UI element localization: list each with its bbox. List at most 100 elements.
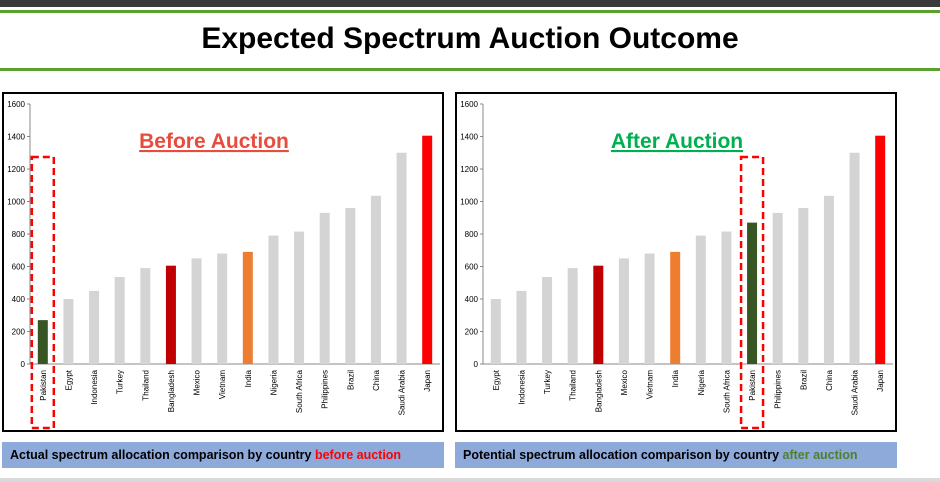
x-tick-label: Brazil <box>799 370 808 390</box>
before-chart: 0 200 400 600 800 1000 1200 1400 1600 Pakistan Egy… <box>7 100 440 430</box>
x-tick-label: Saudi Arabia <box>398 369 407 415</box>
before-caption-highlight: before auction <box>314 448 402 462</box>
bar-saudi-arabia <box>849 152 860 364</box>
bar-turkey <box>114 277 125 364</box>
top-green-rule <box>0 10 940 13</box>
x-tick-label: Indonesia <box>517 369 526 404</box>
bar-vietnam <box>217 253 228 364</box>
y-tick-label: 1600 <box>460 100 478 109</box>
x-tick-label: Philippines <box>774 370 783 409</box>
before-caption: Actual spectrum allocation comparison by… <box>2 442 444 468</box>
x-tick-label: South Africa <box>722 369 731 413</box>
x-tick-label: Nigeria <box>269 369 278 395</box>
y-tick-label: 800 <box>465 230 479 239</box>
x-tick-label: Turkey <box>116 370 125 394</box>
x-tick-label: Brazil <box>346 370 355 390</box>
y-tick-label: 400 <box>12 295 26 304</box>
after-chart: 0 200 400 600 800 1000 1200 1400 1600 Egypt Indone… <box>460 100 893 430</box>
after-chart-panel: 0 200 400 600 800 1000 1200 1400 1600 Egypt Indone… <box>455 92 897 432</box>
x-tick-label: Japan <box>876 370 885 392</box>
before-caption-text: Actual spectrum allocation comparison by… <box>10 448 315 462</box>
x-tick-label: China <box>372 369 381 390</box>
bar-japan <box>422 135 433 364</box>
y-tick-label: 800 <box>12 230 26 239</box>
y-tick-label: 1200 <box>7 165 25 174</box>
y-tick-label: 200 <box>12 328 26 337</box>
bar-nigeria <box>268 235 279 364</box>
y-tick-label: 600 <box>12 263 26 272</box>
x-tick-label: India <box>671 369 680 387</box>
bar-mexico <box>618 258 629 364</box>
y-tick-label: 400 <box>465 295 479 304</box>
bar-bangladesh <box>593 265 604 364</box>
x-tick-label: Pakistan <box>748 370 757 401</box>
bar-indonesia <box>516 290 527 364</box>
x-tick-label: South Africa <box>295 369 304 413</box>
bar-japan <box>875 135 886 364</box>
y-tick-label: 1600 <box>7 100 25 109</box>
after-caption-highlight: after auction <box>782 448 858 462</box>
y-tick-label: 0 <box>21 360 26 369</box>
bar-vietnam <box>644 253 655 364</box>
highlight-box <box>739 155 765 430</box>
x-tick-label: Saudi Arabia <box>851 369 860 415</box>
after-caption: Potential spectrum allocation comparison… <box>455 442 897 468</box>
page-title: Expected Spectrum Auction Outcome <box>201 22 739 55</box>
chart-title: Before Auction <box>139 130 289 153</box>
bar-india <box>242 251 253 364</box>
x-tick-label: India <box>244 369 253 387</box>
bar-south-africa <box>721 231 732 364</box>
after-caption-text: Potential spectrum allocation comparison… <box>463 448 783 462</box>
bar-philippines <box>772 212 783 364</box>
x-tick-label: Mexico <box>193 369 202 395</box>
y-tick-label: 0 <box>474 360 479 369</box>
y-tick-label: 1000 <box>7 198 25 207</box>
x-tick-label: Turkey <box>543 370 552 394</box>
x-tick-label: Pakistan <box>39 370 48 401</box>
x-tick-label: Mexico <box>620 369 629 395</box>
bar-egypt <box>63 299 74 364</box>
bar-nigeria <box>695 235 706 364</box>
y-tick-label: 1400 <box>7 133 25 142</box>
x-tick-label: Philippines <box>321 370 330 409</box>
y-tick-label: 1400 <box>460 133 478 142</box>
y-tick-label: 1200 <box>460 165 478 174</box>
bar-bangladesh <box>165 265 176 364</box>
x-tick-label: Bangladesh <box>167 370 176 412</box>
top-dark-bar <box>0 0 940 7</box>
bar-china <box>823 195 834 364</box>
bar-thailand <box>140 268 151 364</box>
highlight-box <box>30 155 56 430</box>
x-tick-label: Thailand <box>141 370 150 401</box>
bar-mexico <box>191 258 202 364</box>
chart-title: After Auction <box>611 130 743 153</box>
bar-saudi-arabia <box>396 152 407 364</box>
bar-thailand <box>567 268 578 364</box>
y-tick-label: 1000 <box>460 198 478 207</box>
bar-south-africa <box>294 231 305 364</box>
x-tick-label: Vietnam <box>646 370 655 400</box>
bar-egypt <box>490 299 501 364</box>
y-tick-label: 600 <box>465 263 479 272</box>
bar-india <box>670 251 681 364</box>
x-tick-label: Nigeria <box>697 369 706 395</box>
title-green-rule <box>0 68 940 71</box>
x-tick-label: China <box>825 369 834 390</box>
x-tick-label: Egypt <box>64 369 73 390</box>
bottom-bar <box>0 478 940 482</box>
x-tick-label: Thailand <box>569 370 578 401</box>
bar-philippines <box>319 212 330 364</box>
x-tick-label: Indonesia <box>90 369 99 404</box>
bar-pakistan <box>37 320 48 364</box>
bar-pakistan <box>747 222 758 364</box>
bar-brazil <box>798 208 809 364</box>
x-tick-label: Vietnam <box>218 370 227 400</box>
x-tick-label: Japan <box>423 370 432 392</box>
x-tick-label: Egypt <box>492 369 501 390</box>
bar-brazil <box>345 208 356 364</box>
before-chart-panel: 0 200 400 600 800 1000 1200 1400 1600 Pakistan Egy… <box>2 92 444 432</box>
x-tick-label: Bangladesh <box>594 370 603 412</box>
bar-turkey <box>542 277 553 364</box>
bar-china <box>370 195 381 364</box>
bar-indonesia <box>89 290 100 364</box>
